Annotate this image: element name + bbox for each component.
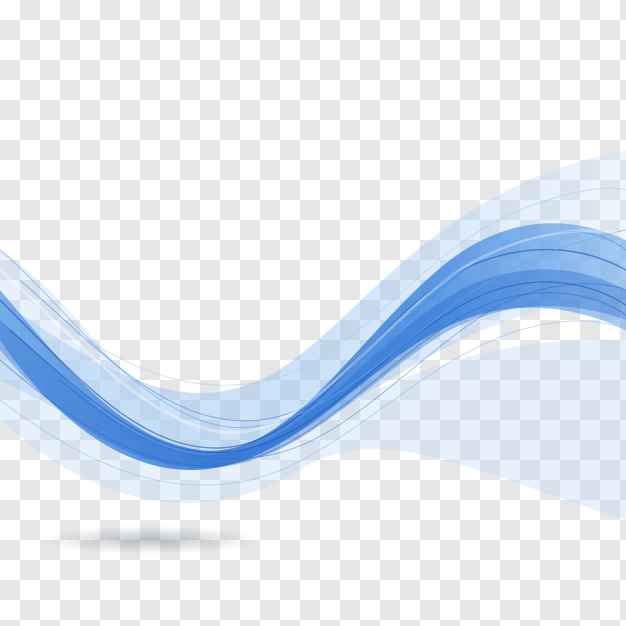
wave-strand xyxy=(0,248,626,449)
wave-shadow xyxy=(40,526,260,554)
wave-inner-ribbon xyxy=(0,269,626,469)
wave-strand xyxy=(9,281,626,454)
wave-highlight xyxy=(0,229,626,434)
wave-strands xyxy=(0,187,626,486)
wave-strand xyxy=(0,229,626,429)
wave-strand xyxy=(19,231,626,422)
wave-strand xyxy=(0,320,626,486)
wave-strand xyxy=(0,292,626,467)
wave-strand xyxy=(29,187,626,386)
wave-strand xyxy=(59,283,626,460)
wave-pale-band-upper xyxy=(0,150,626,454)
wave-main-ribbon xyxy=(0,223,626,470)
